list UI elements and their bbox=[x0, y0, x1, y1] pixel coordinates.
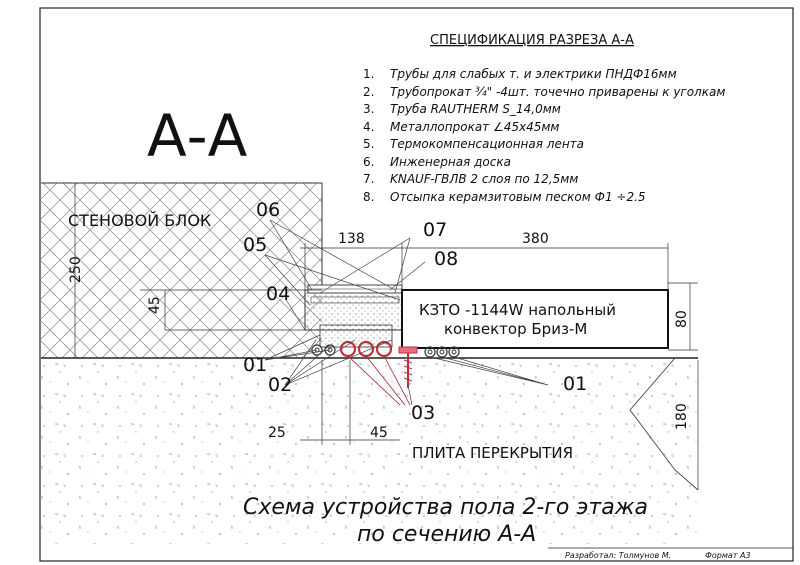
developer-label: Разработал: Толмунов М. bbox=[565, 551, 671, 560]
dimension-lines bbox=[74, 183, 699, 490]
callout-02: 02 bbox=[268, 374, 292, 396]
section-mark: А-А bbox=[147, 102, 248, 170]
caption-line2: по сечению А-А bbox=[357, 522, 536, 547]
callout-07: 07 bbox=[423, 219, 447, 241]
anchor-bolt bbox=[398, 346, 418, 388]
dim-25: 25 bbox=[268, 425, 286, 441]
spec-item-8-text: Отсыпка керамзитовым песком Ф1 ÷2.5 bbox=[390, 190, 646, 204]
spec-item-2-num: 2. bbox=[363, 85, 374, 99]
drawing-frame bbox=[39, 7, 794, 562]
spec-item-4-num: 4. bbox=[363, 120, 374, 134]
callout-08: 08 bbox=[434, 248, 458, 270]
spec-item-3-num: 3. bbox=[363, 102, 374, 116]
dim-380: 380 bbox=[522, 231, 549, 247]
spec-item-7-text: KNAUF-ГВЛВ 2 слоя по 12,5мм bbox=[390, 172, 578, 186]
slab-break-line bbox=[629, 357, 699, 491]
spec-item-6-text: Инженерная доска bbox=[390, 155, 511, 169]
dim-250: 250 bbox=[68, 256, 84, 283]
callout-03: 03 bbox=[411, 402, 435, 424]
spec-item-1-text: Трубы для слабых т. и электрики ПНДФ16мм bbox=[390, 67, 677, 81]
spec-item-5-num: 5. bbox=[363, 137, 374, 151]
spec-item-7-num: 7. bbox=[363, 172, 374, 186]
slab-label: ПЛИТА ПЕРЕКРЫТИЯ bbox=[412, 444, 573, 462]
dim-45-bottom: 45 bbox=[370, 425, 388, 441]
spec-title: СПЕЦИФИКАЦИЯ РАЗРЕЗА А-А bbox=[430, 33, 634, 48]
callout-06: 06 bbox=[256, 199, 280, 221]
format-label: Формат А3 bbox=[705, 551, 751, 560]
convector-label-line1: КЗТО -1144W напольный bbox=[419, 301, 616, 319]
spec-item-4-text: Металлопрокат ∠45х45мм bbox=[390, 120, 559, 134]
dim-80: 80 bbox=[674, 310, 690, 328]
floor-slab bbox=[41, 358, 698, 544]
spec-item-6-num: 6. bbox=[363, 155, 374, 169]
spec-item-5-text: Термокомпенсационная лента bbox=[390, 137, 584, 151]
dim-138: 138 bbox=[338, 231, 365, 247]
spec-item-3-text: Труба RAUTHERM S_14,0мм bbox=[390, 102, 561, 116]
callout-04: 04 bbox=[266, 283, 290, 305]
angle-steel bbox=[319, 324, 393, 348]
dim-45-left: 45 bbox=[147, 296, 163, 314]
spec-item-8-num: 8. bbox=[363, 190, 374, 204]
wall-block-hatch bbox=[41, 183, 322, 358]
caption-line1: Схема устройства пола 2-го этажа bbox=[243, 495, 648, 520]
callout-01-right: 01 bbox=[563, 373, 587, 395]
spec-item-2-text: Трубопрокат ¾" -4шт. точечно приварены к… bbox=[390, 85, 725, 99]
callout-01-left: 01 bbox=[243, 354, 267, 376]
convector-label-line2: конвектор Бриз-М bbox=[444, 320, 587, 338]
spec-list: 1. Трубы для слабых т. и электрики ПНДФ1… bbox=[363, 67, 725, 204]
callout-05: 05 bbox=[243, 234, 267, 256]
wall-block-label: СТЕНОВОЙ БЛОК bbox=[68, 211, 212, 230]
dim-180: 180 bbox=[674, 403, 690, 430]
spec-item-1-num: 1. bbox=[363, 67, 374, 81]
convector-box bbox=[401, 289, 669, 349]
